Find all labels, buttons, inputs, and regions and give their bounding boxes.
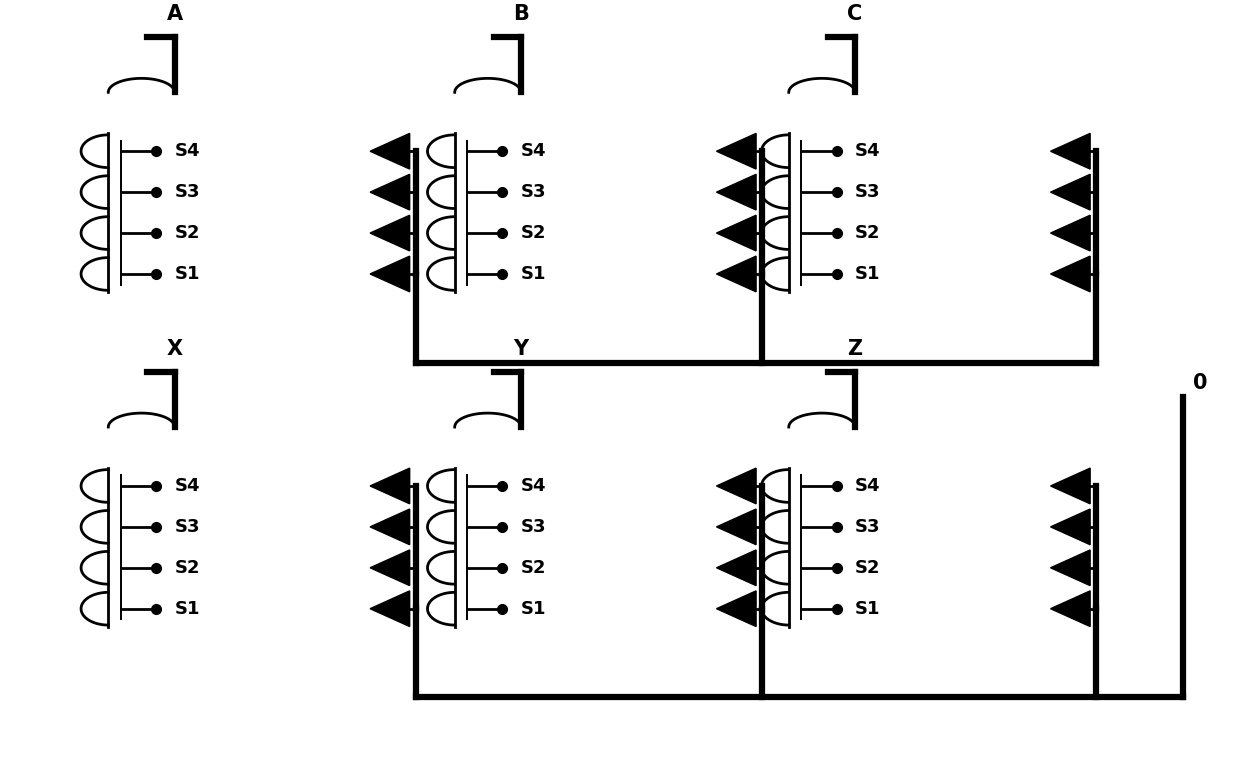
- Polygon shape: [1050, 591, 1090, 627]
- Text: S2: S2: [856, 224, 880, 242]
- Text: S3: S3: [856, 518, 880, 536]
- Text: S3: S3: [521, 183, 547, 201]
- Polygon shape: [717, 174, 756, 210]
- Text: A: A: [166, 4, 182, 24]
- Polygon shape: [370, 591, 409, 627]
- Polygon shape: [1050, 468, 1090, 504]
- Polygon shape: [717, 215, 756, 251]
- Text: Y: Y: [513, 339, 528, 359]
- Text: S4: S4: [521, 477, 547, 495]
- Polygon shape: [370, 174, 409, 210]
- Polygon shape: [717, 550, 756, 586]
- Polygon shape: [1050, 509, 1090, 545]
- Text: C: C: [847, 4, 863, 24]
- Text: S3: S3: [856, 183, 880, 201]
- Text: B: B: [513, 4, 529, 24]
- Text: Z: Z: [847, 339, 863, 359]
- Text: S4: S4: [175, 142, 200, 160]
- Polygon shape: [1050, 133, 1090, 169]
- Polygon shape: [370, 133, 409, 169]
- Polygon shape: [1050, 174, 1090, 210]
- Polygon shape: [717, 256, 756, 291]
- Text: S4: S4: [521, 142, 547, 160]
- Polygon shape: [1050, 550, 1090, 586]
- Text: S1: S1: [175, 600, 200, 618]
- Text: S1: S1: [856, 265, 880, 283]
- Text: S1: S1: [521, 600, 547, 618]
- Text: S1: S1: [856, 600, 880, 618]
- Text: S4: S4: [856, 477, 880, 495]
- Polygon shape: [717, 591, 756, 627]
- Polygon shape: [1050, 215, 1090, 251]
- Text: S1: S1: [521, 265, 547, 283]
- Text: S4: S4: [175, 477, 200, 495]
- Polygon shape: [370, 509, 409, 545]
- Polygon shape: [370, 256, 409, 291]
- Polygon shape: [1050, 256, 1090, 291]
- Polygon shape: [370, 550, 409, 586]
- Text: 0: 0: [1193, 373, 1208, 393]
- Text: S3: S3: [175, 518, 200, 536]
- Polygon shape: [370, 468, 409, 504]
- Polygon shape: [717, 468, 756, 504]
- Text: S2: S2: [521, 224, 547, 242]
- Polygon shape: [717, 509, 756, 545]
- Text: S2: S2: [856, 559, 880, 577]
- Text: S2: S2: [521, 559, 547, 577]
- Text: S1: S1: [175, 265, 200, 283]
- Text: S2: S2: [175, 224, 200, 242]
- Text: S4: S4: [856, 142, 880, 160]
- Text: X: X: [166, 339, 182, 359]
- Polygon shape: [370, 215, 409, 251]
- Text: S3: S3: [521, 518, 547, 536]
- Text: S2: S2: [175, 559, 200, 577]
- Text: S3: S3: [175, 183, 200, 201]
- Polygon shape: [717, 133, 756, 169]
